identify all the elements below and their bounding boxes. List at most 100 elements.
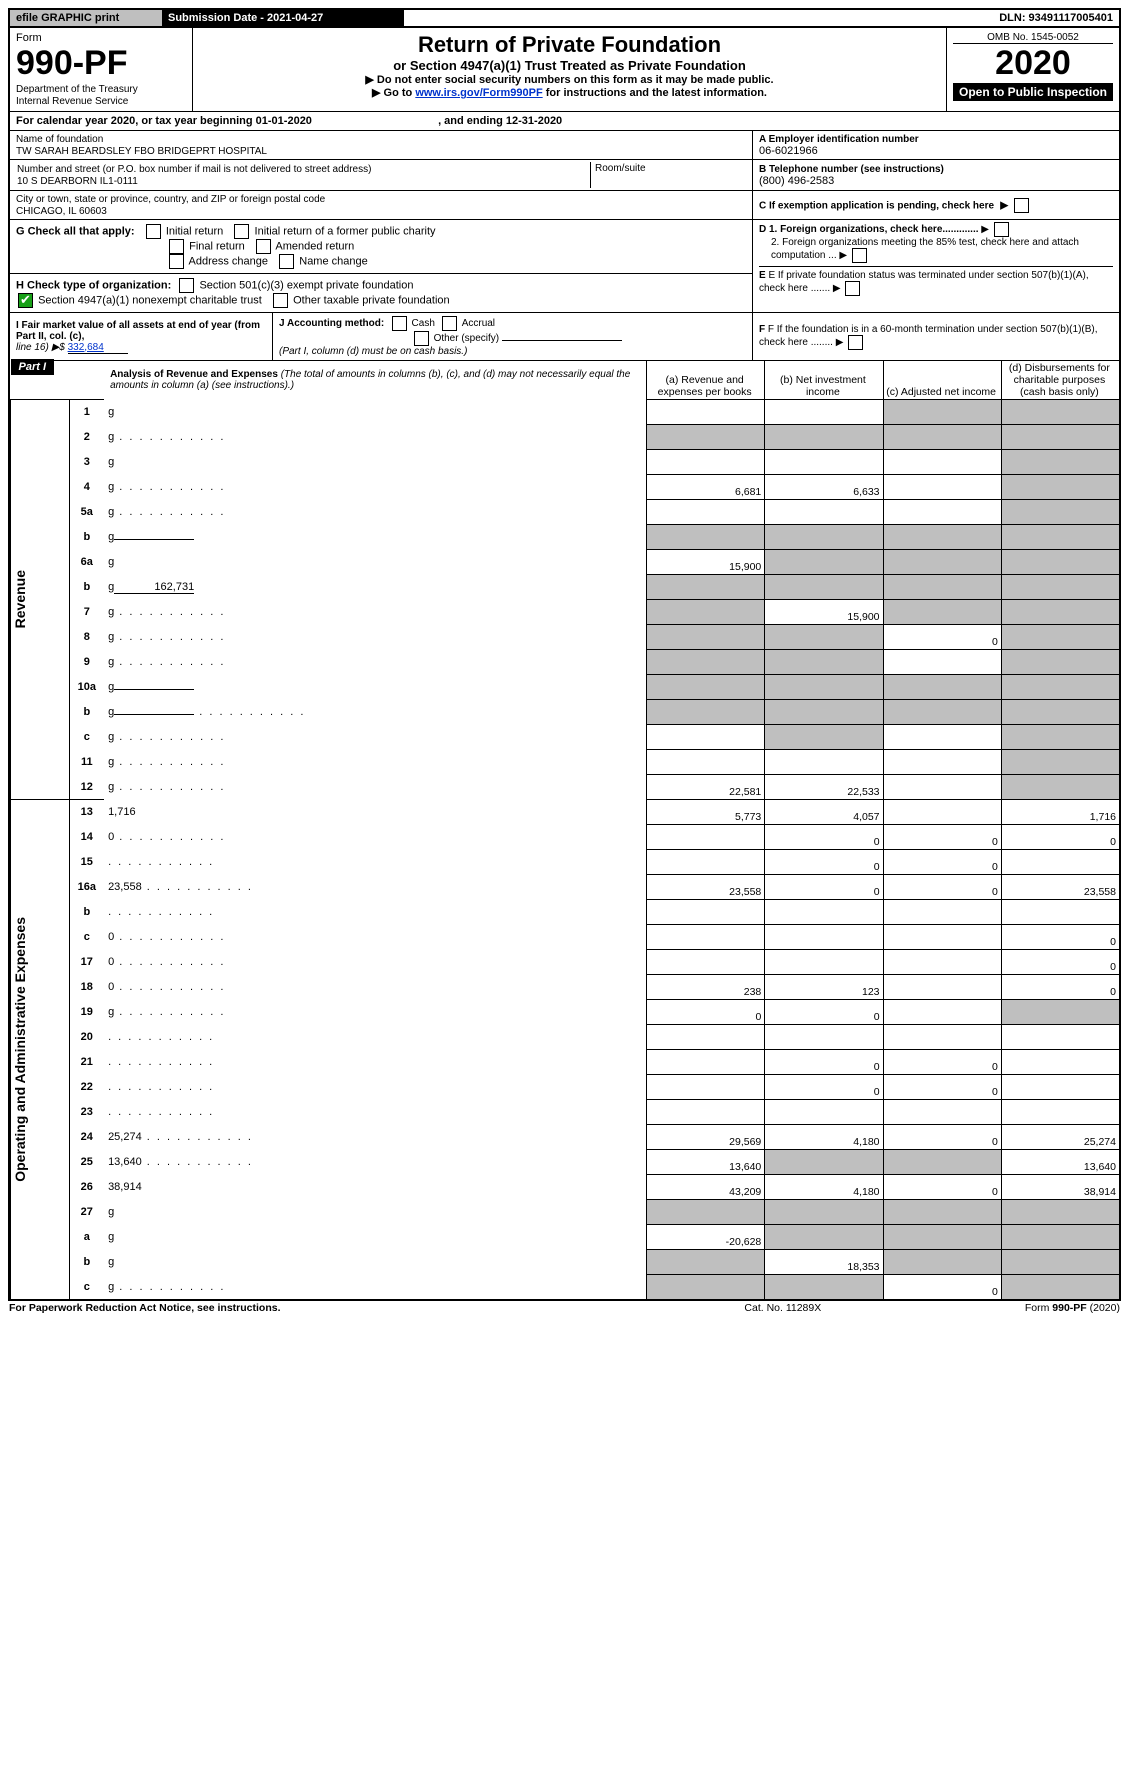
line-desc: 13,640 [104, 1150, 646, 1175]
opex-label: Operating and Administrative Expenses [12, 917, 28, 1182]
g-address[interactable] [169, 254, 184, 269]
ein-label: A Employer identification number [759, 134, 919, 145]
g-name[interactable] [279, 254, 294, 269]
cell-d [1001, 400, 1119, 425]
line-no: b [69, 1250, 104, 1275]
phone: (800) 496-2583 [759, 175, 834, 187]
e-checkbox[interactable] [845, 281, 860, 296]
cell-b: 15,900 [765, 600, 883, 625]
g-initial-former[interactable] [234, 224, 249, 239]
j-cash[interactable] [392, 316, 407, 331]
d2-checkbox[interactable] [852, 248, 867, 263]
col-c: (c) Adjusted net income [883, 361, 1001, 400]
note1: ▶ Do not enter social security numbers o… [199, 73, 940, 86]
cell-d [1001, 425, 1119, 450]
cell-a: 238 [647, 975, 765, 1000]
line-no: 15 [69, 850, 104, 875]
cell-b [765, 1150, 883, 1175]
cell-b [765, 725, 883, 750]
cell-a: 0 [647, 1000, 765, 1025]
cell-c: 0 [883, 1275, 1001, 1300]
cell-d: 0 [1001, 925, 1119, 950]
cell-b: 0 [765, 1050, 883, 1075]
room-label: Room/suite [591, 162, 747, 188]
h-501c3[interactable] [179, 278, 194, 293]
topbar: efile GRAPHIC print Submission Date - 20… [10, 10, 1119, 28]
form-link[interactable]: www.irs.gov/Form990PF [415, 87, 542, 99]
line-desc: g [104, 600, 646, 625]
h-4947[interactable] [18, 293, 33, 308]
cell-d [1001, 775, 1119, 800]
line-no: a [69, 1225, 104, 1250]
cell-d [1001, 575, 1119, 600]
cell-b [765, 650, 883, 675]
g-initial[interactable] [146, 224, 161, 239]
cell-a [647, 1275, 765, 1300]
g-final[interactable] [169, 239, 184, 254]
cell-c [883, 1000, 1001, 1025]
line-no: b [69, 900, 104, 925]
cell-a [647, 400, 765, 425]
cell-c [883, 525, 1001, 550]
cell-b: 6,633 [765, 475, 883, 500]
f-checkbox[interactable] [848, 335, 863, 350]
line-no: 18 [69, 975, 104, 1000]
table-row: 1500 [11, 850, 1120, 875]
line-no: 5a [69, 500, 104, 525]
efile-btn[interactable]: efile GRAPHIC print [10, 10, 162, 27]
line-desc [104, 1100, 646, 1125]
table-row: c00 [11, 925, 1120, 950]
line-desc: g [104, 1200, 646, 1225]
cell-a: 13,640 [647, 1150, 765, 1175]
line-no: 20 [69, 1025, 104, 1050]
line-desc: g [104, 625, 646, 650]
col-a: (a) Revenue and expenses per books [647, 361, 765, 400]
line-desc: g [104, 425, 646, 450]
fmv-link[interactable]: 332,684 [68, 342, 128, 354]
line-desc: g [104, 1225, 646, 1250]
j-accrual[interactable] [442, 316, 457, 331]
cell-c [883, 600, 1001, 625]
line-desc: g [104, 725, 646, 750]
cell-c: 0 [883, 850, 1001, 875]
cell-d: 23,558 [1001, 875, 1119, 900]
cell-c: 0 [883, 625, 1001, 650]
cell-a [647, 625, 765, 650]
cell-a [647, 525, 765, 550]
c-checkbox[interactable] [1014, 198, 1029, 213]
cell-b [765, 675, 883, 700]
cell-b [765, 1275, 883, 1300]
line-no: 22 [69, 1075, 104, 1100]
line-no: 1 [69, 400, 104, 425]
cell-b: 0 [765, 1000, 883, 1025]
table-row: 2513,64013,64013,640 [11, 1150, 1120, 1175]
cell-d [1001, 500, 1119, 525]
table-row: 140000 [11, 825, 1120, 850]
cell-a [647, 1100, 765, 1125]
cell-c [883, 775, 1001, 800]
addr-label: Number and street (or P.O. box number if… [17, 164, 371, 175]
line-desc: 0 [104, 925, 646, 950]
g-section: G Check all that apply: Initial return I… [10, 220, 753, 274]
cell-c [883, 1100, 1001, 1125]
j-other[interactable] [414, 331, 429, 346]
cell-c: 0 [883, 825, 1001, 850]
line-desc: g [104, 1250, 646, 1275]
open-public: Open to Public Inspection [953, 83, 1113, 101]
g-amended[interactable] [256, 239, 271, 254]
line-no: 10a [69, 675, 104, 700]
form-container: efile GRAPHIC print Submission Date - 20… [8, 8, 1121, 1301]
cell-d [1001, 650, 1119, 675]
d1-checkbox[interactable] [994, 222, 1009, 237]
footer-left: For Paperwork Reduction Act Notice, see … [8, 1301, 685, 1315]
cell-b: 4,180 [765, 1175, 883, 1200]
line-desc: 0 [104, 950, 646, 975]
cell-c: 0 [883, 1175, 1001, 1200]
cell-d: 25,274 [1001, 1125, 1119, 1150]
cell-a: 22,581 [647, 775, 765, 800]
h-other[interactable] [273, 293, 288, 308]
line-no: c [69, 925, 104, 950]
cell-b [765, 625, 883, 650]
cell-a [647, 725, 765, 750]
cell-d [1001, 1050, 1119, 1075]
